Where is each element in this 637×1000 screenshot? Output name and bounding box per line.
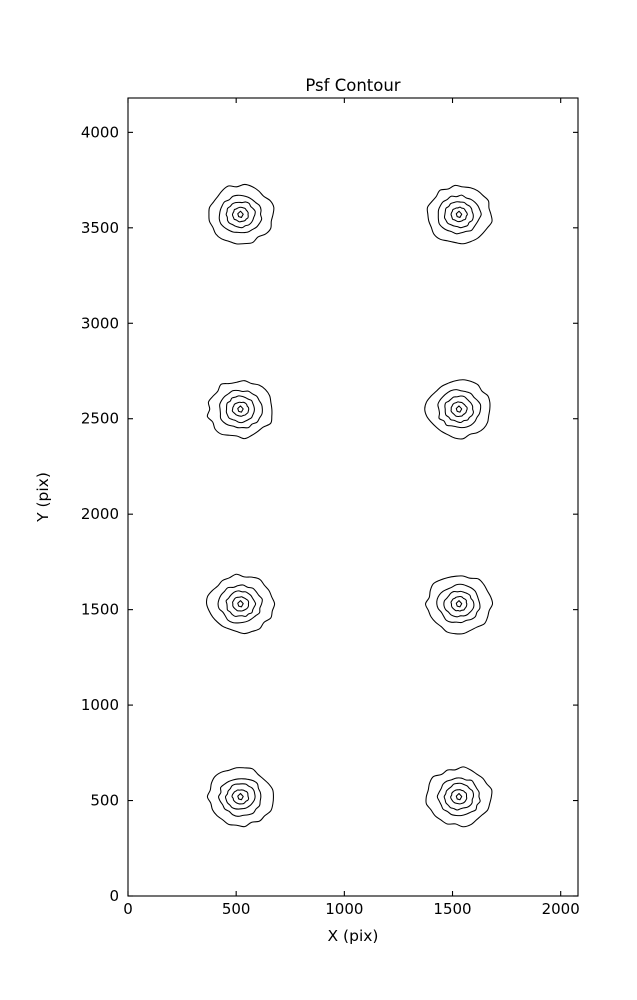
contour-level-2 xyxy=(225,395,255,424)
contour-level-0 xyxy=(425,575,494,635)
x-tick-label: 1500 xyxy=(433,900,471,918)
psf-contour-source xyxy=(206,380,273,440)
contour-level-1 xyxy=(436,583,481,624)
psf-contour-source xyxy=(206,573,276,635)
psf-contour-source xyxy=(424,379,491,440)
page-title: Psf Contour xyxy=(305,76,400,95)
contour-level-1 xyxy=(218,194,263,234)
contour-level-0 xyxy=(206,573,276,635)
y-tick-label: 2000 xyxy=(81,505,119,523)
x-tick-label: 2000 xyxy=(542,900,580,918)
axes-frame xyxy=(127,97,579,897)
y-axis-ticks: 0 500 1000 1500 2000 2500 3000 3500 4000 xyxy=(81,123,578,905)
contour-level-3 xyxy=(450,206,468,223)
contour-level-1 xyxy=(437,389,482,429)
psf-contour-source xyxy=(208,183,275,245)
contour-level-0 xyxy=(206,767,274,828)
contour-level-0 xyxy=(425,766,493,828)
psf-contour-source xyxy=(426,184,493,245)
contour-level-2 xyxy=(443,782,475,811)
contour-level-4 xyxy=(237,792,244,801)
contour-series xyxy=(206,183,494,828)
contour-level-3 xyxy=(232,596,250,612)
y-tick-label: 4000 xyxy=(81,123,119,141)
x-tick-label: 1000 xyxy=(325,900,363,918)
contour-level-3 xyxy=(231,401,250,417)
contour-level-3 xyxy=(450,401,468,418)
psf-contour-source xyxy=(425,575,494,635)
contour-level-2 xyxy=(443,590,475,618)
contour-level-3 xyxy=(231,206,249,223)
contour-level-4 xyxy=(237,600,244,608)
y-tick-label: 1500 xyxy=(81,601,119,619)
y-tick-label: 500 xyxy=(90,792,119,810)
contour-level-1 xyxy=(217,584,263,624)
y-tick-label: 1000 xyxy=(81,696,119,714)
x-tick-label: 500 xyxy=(222,900,251,918)
contour-level-0 xyxy=(424,379,491,440)
y-tick-label: 3500 xyxy=(81,219,119,237)
contour-level-4 xyxy=(455,600,463,608)
psf-contour-source xyxy=(425,766,493,828)
contour-level-1 xyxy=(437,194,482,235)
contour-level-3 xyxy=(450,789,468,805)
contour-level-1 xyxy=(436,777,481,817)
contour-level-2 xyxy=(443,201,474,229)
contour-level-3 xyxy=(450,595,468,612)
x-axis-label: X (pix) xyxy=(328,927,379,945)
contour-level-1 xyxy=(219,389,263,429)
contour-level-2 xyxy=(225,590,257,617)
contour-level-4 xyxy=(455,210,463,218)
psf-contour-source xyxy=(206,767,274,828)
contour-level-0 xyxy=(426,184,493,245)
y-tick-label: 0 xyxy=(109,887,119,905)
contour-level-4 xyxy=(237,210,244,218)
contour-level-4 xyxy=(237,405,244,413)
contour-level-1 xyxy=(218,778,262,817)
contour-level-2 xyxy=(224,783,256,810)
y-axis-label: Y (pix) xyxy=(34,472,52,523)
y-tick-label: 3000 xyxy=(81,314,119,332)
contour-level-0 xyxy=(208,183,275,245)
contour-level-2 xyxy=(225,201,256,229)
x-axis-ticks: 0 500 1000 1500 2000 xyxy=(123,98,580,918)
contour-level-0 xyxy=(206,380,273,440)
contour-level-3 xyxy=(231,789,250,805)
x-tick-label: 0 xyxy=(123,900,133,918)
y-tick-label: 2500 xyxy=(81,410,119,428)
contour-level-4 xyxy=(455,405,463,413)
contour-level-4 xyxy=(455,792,463,801)
contour-level-2 xyxy=(444,395,474,424)
